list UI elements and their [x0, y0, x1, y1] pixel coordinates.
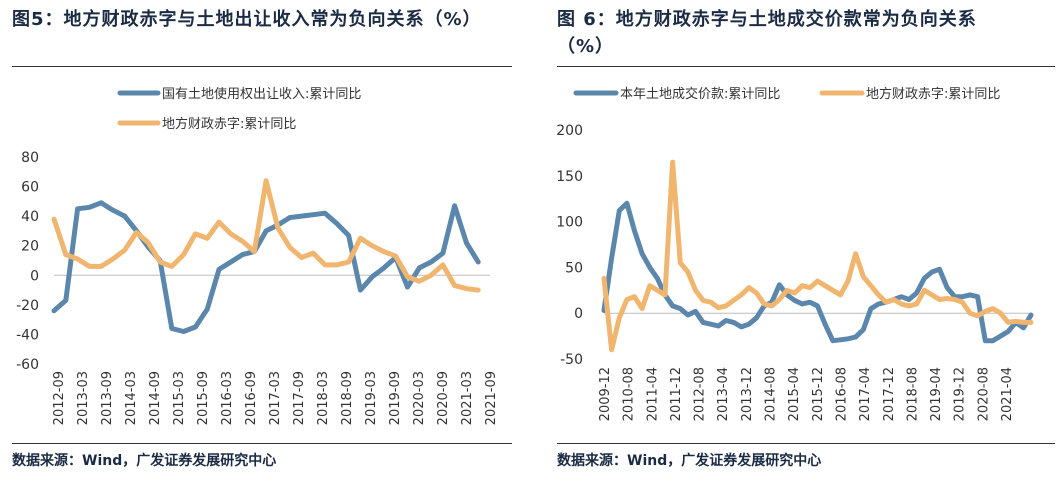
right-line-chart: 本年土地成交价款:累计同比 地方财政赤字:累计同比 -50 0 50 100 150 200 2…: [556, 86, 1034, 421]
y-tick-label: 20: [21, 239, 39, 255]
x-tick-label: 2014-03: [124, 371, 139, 425]
y-tick-label: 40: [21, 209, 39, 225]
x-tick-label: 2018-08: [905, 367, 920, 421]
x-tick-label: 2013-04: [716, 367, 731, 421]
x-tick-label: 2020-09: [436, 371, 451, 425]
x-tick-label: 2009-12: [598, 367, 613, 421]
right-source-rule: [557, 443, 1055, 444]
x-tick-label: 2016-08: [834, 367, 849, 421]
right-source-note: 数据来源：Wind，广发证券发展研究中心: [557, 453, 822, 469]
x-tick-label: 2017-03: [268, 371, 283, 425]
x-tick-label: 2014-09: [148, 371, 163, 425]
left-title-rule: [12, 66, 512, 67]
right-chart-title-line2: （%）: [557, 36, 615, 57]
x-tick-label: 2015-04: [787, 367, 802, 421]
x-tick-label: 2013-03: [76, 371, 91, 425]
x-tick-label: 2012-09: [52, 371, 67, 425]
left-chart-title: 图5：地方财政赤字与土地出让收入常为负向关系（%）: [12, 9, 482, 30]
x-tick-label: 2021-03: [460, 371, 475, 425]
y-tick-label: 200: [556, 123, 583, 139]
x-tick-label: 2017-12: [882, 367, 897, 421]
series-line-1: [51, 200, 481, 334]
x-tick-label: 2015-09: [196, 371, 211, 425]
x-tick-label: 2017-04: [858, 367, 873, 421]
left-panel: 图5：地方财政赤字与土地出让收入常为负向关系（%） 国有土地使用权出让收入:累计…: [12, 0, 512, 485]
x-tick-label: 2021-04: [1000, 367, 1015, 421]
x-tick-label: 2013-09: [100, 371, 115, 425]
x-tick-label: 2010-08: [622, 367, 637, 421]
y-tick-label: -50: [560, 352, 583, 368]
x-tick-label: 2015-12: [811, 367, 826, 421]
series-line-2: [601, 159, 1034, 353]
x-tick-label: 2017-09: [292, 371, 307, 425]
legend-label-1: 国有土地使用权出让收入:累计同比: [162, 86, 361, 102]
y-tick-label: -40: [16, 327, 39, 343]
x-tick-label: 2011-12: [669, 367, 684, 421]
y-tick-label: 60: [21, 180, 39, 196]
y-tick-label: -20: [16, 298, 39, 314]
y-tick-label: 50: [565, 260, 583, 276]
y-tick-label: -60: [16, 357, 39, 373]
x-tick-label: 2018-09: [340, 371, 355, 425]
left-source-rule: [12, 443, 512, 444]
x-tick-label: 2019-09: [388, 371, 403, 425]
x-tick-label: 2014-08: [764, 367, 779, 421]
y-tick-label: 0: [574, 306, 583, 322]
y-tick-label: 80: [21, 150, 39, 166]
legend-label-1: 本年土地成交价款:累计同比: [620, 86, 780, 102]
x-tick-label: 2020-08: [976, 367, 991, 421]
legend-label-2: 地方财政赤字:累计同比: [162, 116, 296, 132]
x-tick-label: 2016-03: [220, 371, 235, 425]
x-tick-label: 2012-08: [693, 367, 708, 421]
x-tick-label: 2019-12: [953, 367, 968, 421]
x-tick-label: 2013-12: [740, 367, 755, 421]
x-tick-label: 2018-03: [316, 371, 331, 425]
x-tick-label: 2019-03: [364, 371, 379, 425]
y-tick-label: 0: [30, 268, 39, 284]
right-chart-title-line1: 图 6：地方财政赤字与土地成交价款常为负向关系: [557, 9, 977, 30]
series-line-2: [51, 178, 481, 293]
y-tick-label: 150: [556, 169, 583, 185]
y-tick-label: 100: [556, 215, 583, 231]
x-tick-label: 2021-09: [484, 371, 499, 425]
x-tick-label: 2019-04: [929, 367, 944, 421]
left-source-note: 数据来源：Wind，广发证券发展研究中心: [12, 453, 277, 469]
right-chart-title: 图 6：地方财政赤字与土地成交价款常为负向关系 （%）: [557, 6, 977, 60]
series-line-1: [601, 200, 1034, 344]
legend-label-2: 地方财政赤字:累计同比: [866, 86, 1000, 102]
x-tick-label: 2020-03: [412, 371, 427, 425]
x-tick-label: 2011-04: [645, 367, 660, 421]
right-panel: 图 6：地方财政赤字与土地成交价款常为负向关系 （%） 本年土地成交价款:累计同…: [556, 0, 1055, 485]
x-tick-label: 2016-09: [244, 371, 259, 425]
x-tick-label: 2015-03: [172, 371, 187, 425]
right-title-rule: [557, 66, 1055, 67]
